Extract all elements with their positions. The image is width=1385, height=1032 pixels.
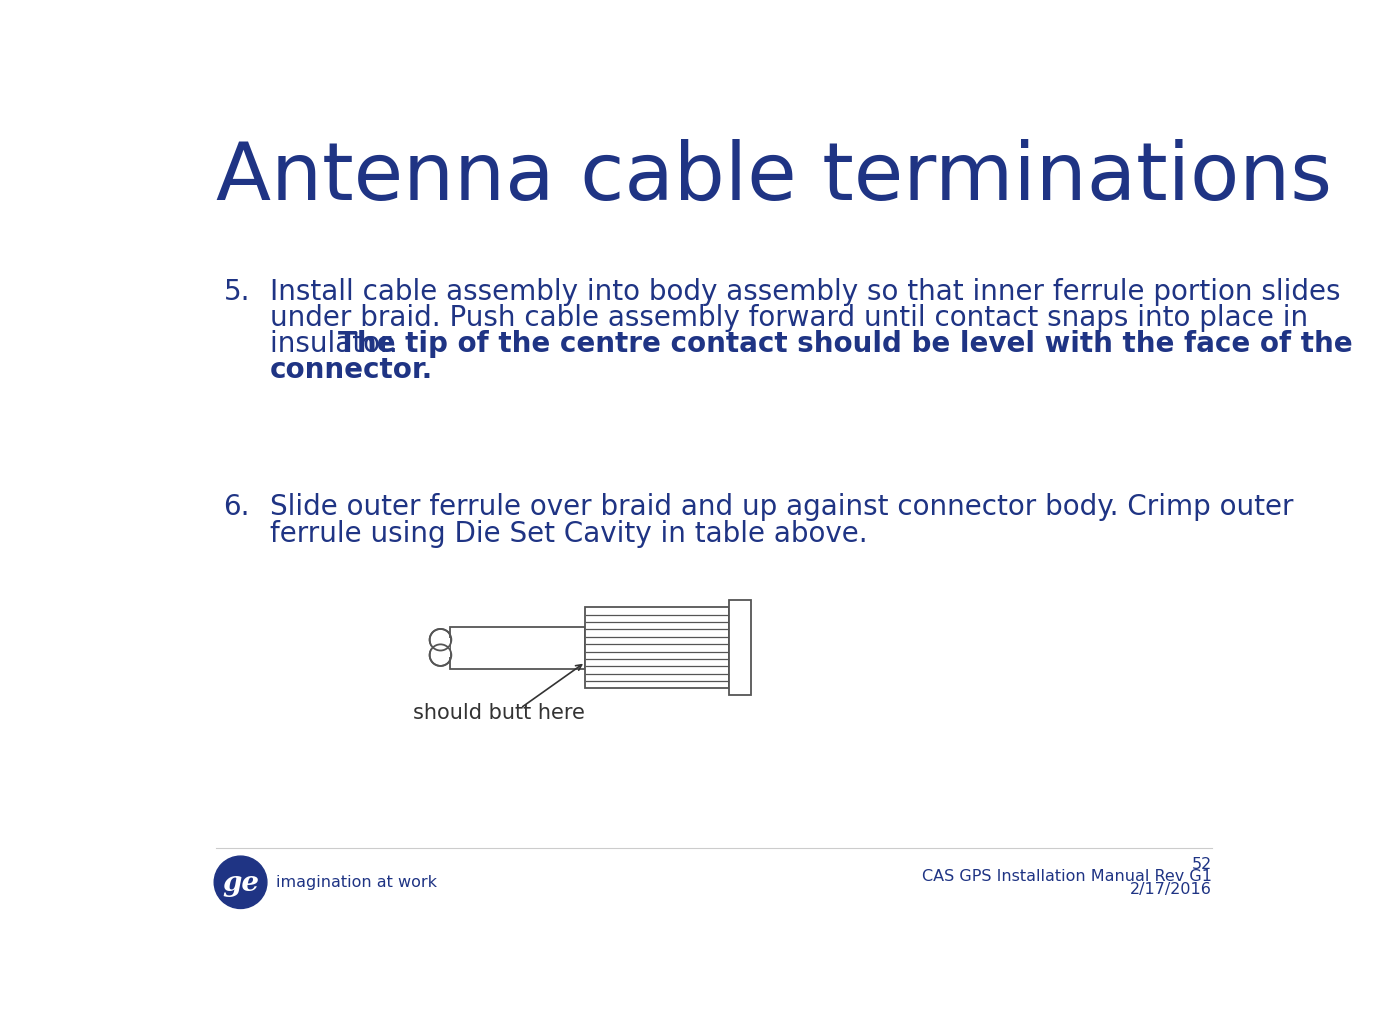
Text: under braid. Push cable assembly forward until contact snaps into place in: under braid. Push cable assembly forward…: [270, 304, 1307, 332]
Text: CAS GPS Installation Manual Rev G1: CAS GPS Installation Manual Rev G1: [921, 869, 1212, 884]
Bar: [431, 638, 450, 656]
Text: ferrule using Die Set Cavity in table above.: ferrule using Die Set Cavity in table ab…: [270, 520, 867, 548]
Text: ge: ge: [222, 870, 259, 897]
Circle shape: [216, 859, 265, 906]
Text: Antenna cable terminations: Antenna cable terminations: [216, 139, 1332, 218]
Text: connector.: connector.: [270, 356, 434, 384]
Text: should butt here: should butt here: [413, 703, 586, 722]
Bar: [729, 601, 751, 696]
Bar: [586, 608, 729, 688]
Text: 52: 52: [1191, 857, 1212, 872]
Text: Install cable assembly into body assembly so that inner ferrule portion slides: Install cable assembly into body assembl…: [270, 278, 1341, 305]
Circle shape: [215, 857, 267, 908]
Bar: [450, 626, 586, 669]
Text: 5.: 5.: [223, 278, 251, 305]
Text: insulator.: insulator.: [270, 330, 407, 358]
Text: 6.: 6.: [223, 493, 251, 521]
Text: imagination at work: imagination at work: [276, 875, 438, 890]
Text: The tip of the centre contact should be level with the face of the: The tip of the centre contact should be …: [338, 330, 1353, 358]
Text: 2/17/2016: 2/17/2016: [1130, 881, 1212, 897]
Text: Slide outer ferrule over braid and up against connector body. Crimp outer: Slide outer ferrule over braid and up ag…: [270, 493, 1294, 521]
